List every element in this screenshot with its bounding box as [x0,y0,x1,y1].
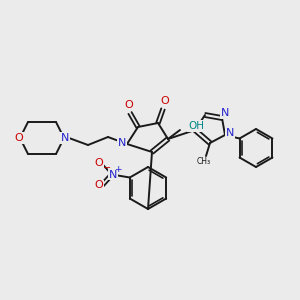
Text: N: N [109,169,117,179]
Text: −: − [103,163,111,172]
Text: +: + [114,165,122,174]
Text: O: O [160,96,169,106]
Text: N: N [61,133,69,143]
Text: O: O [124,100,134,110]
Text: OH: OH [188,121,204,131]
Text: N: N [226,128,234,138]
Text: N: N [118,138,126,148]
Text: O: O [94,181,103,190]
Text: CH₃: CH₃ [197,158,211,166]
Text: O: O [94,158,103,169]
Text: O: O [15,133,23,143]
Text: N: N [221,108,229,118]
